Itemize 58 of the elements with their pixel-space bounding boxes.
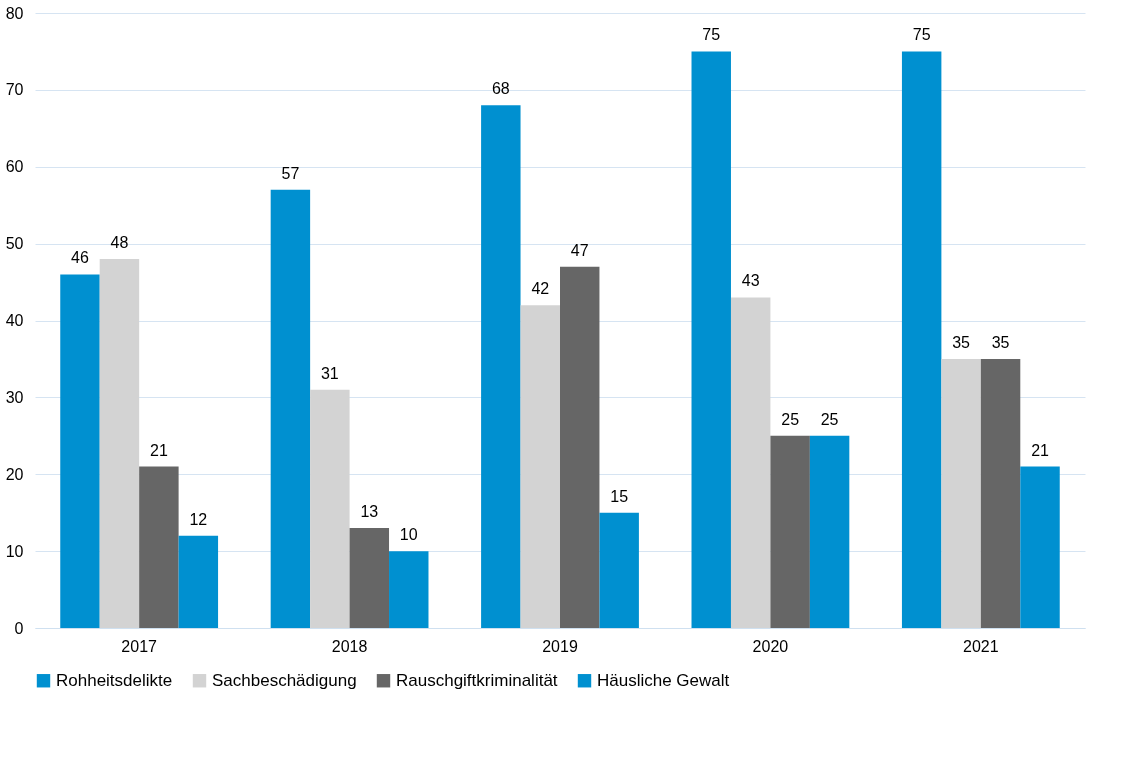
x-tick-label: 2019 xyxy=(542,637,578,655)
y-tick-label: 50 xyxy=(5,235,24,253)
data-label: 48 xyxy=(110,234,129,251)
data-label: 21 xyxy=(149,441,168,459)
bar xyxy=(691,51,731,628)
data-label: 35 xyxy=(952,333,971,351)
bar xyxy=(809,435,850,628)
legend-label: Häusliche Gewalt xyxy=(597,670,730,690)
y-tick-label: 80 xyxy=(5,4,24,22)
data-label: 47 xyxy=(570,241,589,259)
data-label: 42 xyxy=(531,280,550,298)
bar xyxy=(730,297,771,628)
x-tick-label: 2021 xyxy=(963,637,999,655)
bar xyxy=(60,274,100,628)
bar xyxy=(99,259,140,628)
legend-label: Rohheitsdelikte xyxy=(56,670,173,690)
bar xyxy=(481,105,521,628)
y-tick-label: 40 xyxy=(5,312,24,329)
bar xyxy=(270,189,311,628)
x-tick-label: 2020 xyxy=(752,637,789,655)
legend-label: Rauschgiftkriminalität xyxy=(396,670,558,690)
data-label: 21 xyxy=(1031,441,1050,459)
data-label: 43 xyxy=(741,272,760,290)
bar xyxy=(941,358,981,628)
bar xyxy=(599,512,639,628)
bar xyxy=(560,266,600,628)
data-label: 46 xyxy=(71,249,89,267)
data-label: 35 xyxy=(991,333,1010,351)
data-label: 75 xyxy=(702,26,721,44)
data-label: 25 xyxy=(820,410,839,428)
data-label: 10 xyxy=(399,526,418,544)
data-label: 31 xyxy=(320,364,339,382)
bar xyxy=(139,466,179,628)
bar xyxy=(1020,466,1060,628)
y-tick-label: 30 xyxy=(5,388,24,406)
y-tick-label: 0 xyxy=(14,619,24,637)
data-label: 25 xyxy=(781,410,800,428)
bar xyxy=(349,528,390,628)
x-tick-label: 2017 xyxy=(121,637,158,655)
bar xyxy=(770,435,810,628)
bar xyxy=(310,389,350,628)
data-label: 57 xyxy=(281,164,300,182)
y-tick-label: 10 xyxy=(5,542,24,560)
bar xyxy=(389,551,429,628)
bar xyxy=(178,535,219,628)
y-tick-label: 70 xyxy=(5,81,24,99)
bar xyxy=(980,358,1021,628)
data-label: 13 xyxy=(360,503,379,521)
data-label: 68 xyxy=(491,80,510,98)
data-label: 15 xyxy=(610,487,629,505)
legend-label: Sachbeschädigung xyxy=(212,670,357,690)
bar xyxy=(520,305,560,628)
x-tick-label: 2018 xyxy=(331,637,368,655)
data-label: 75 xyxy=(912,26,931,44)
y-tick-label: 20 xyxy=(5,465,24,483)
bar xyxy=(901,51,942,628)
data-label: 12 xyxy=(189,510,208,528)
y-tick-label: 60 xyxy=(5,158,24,176)
